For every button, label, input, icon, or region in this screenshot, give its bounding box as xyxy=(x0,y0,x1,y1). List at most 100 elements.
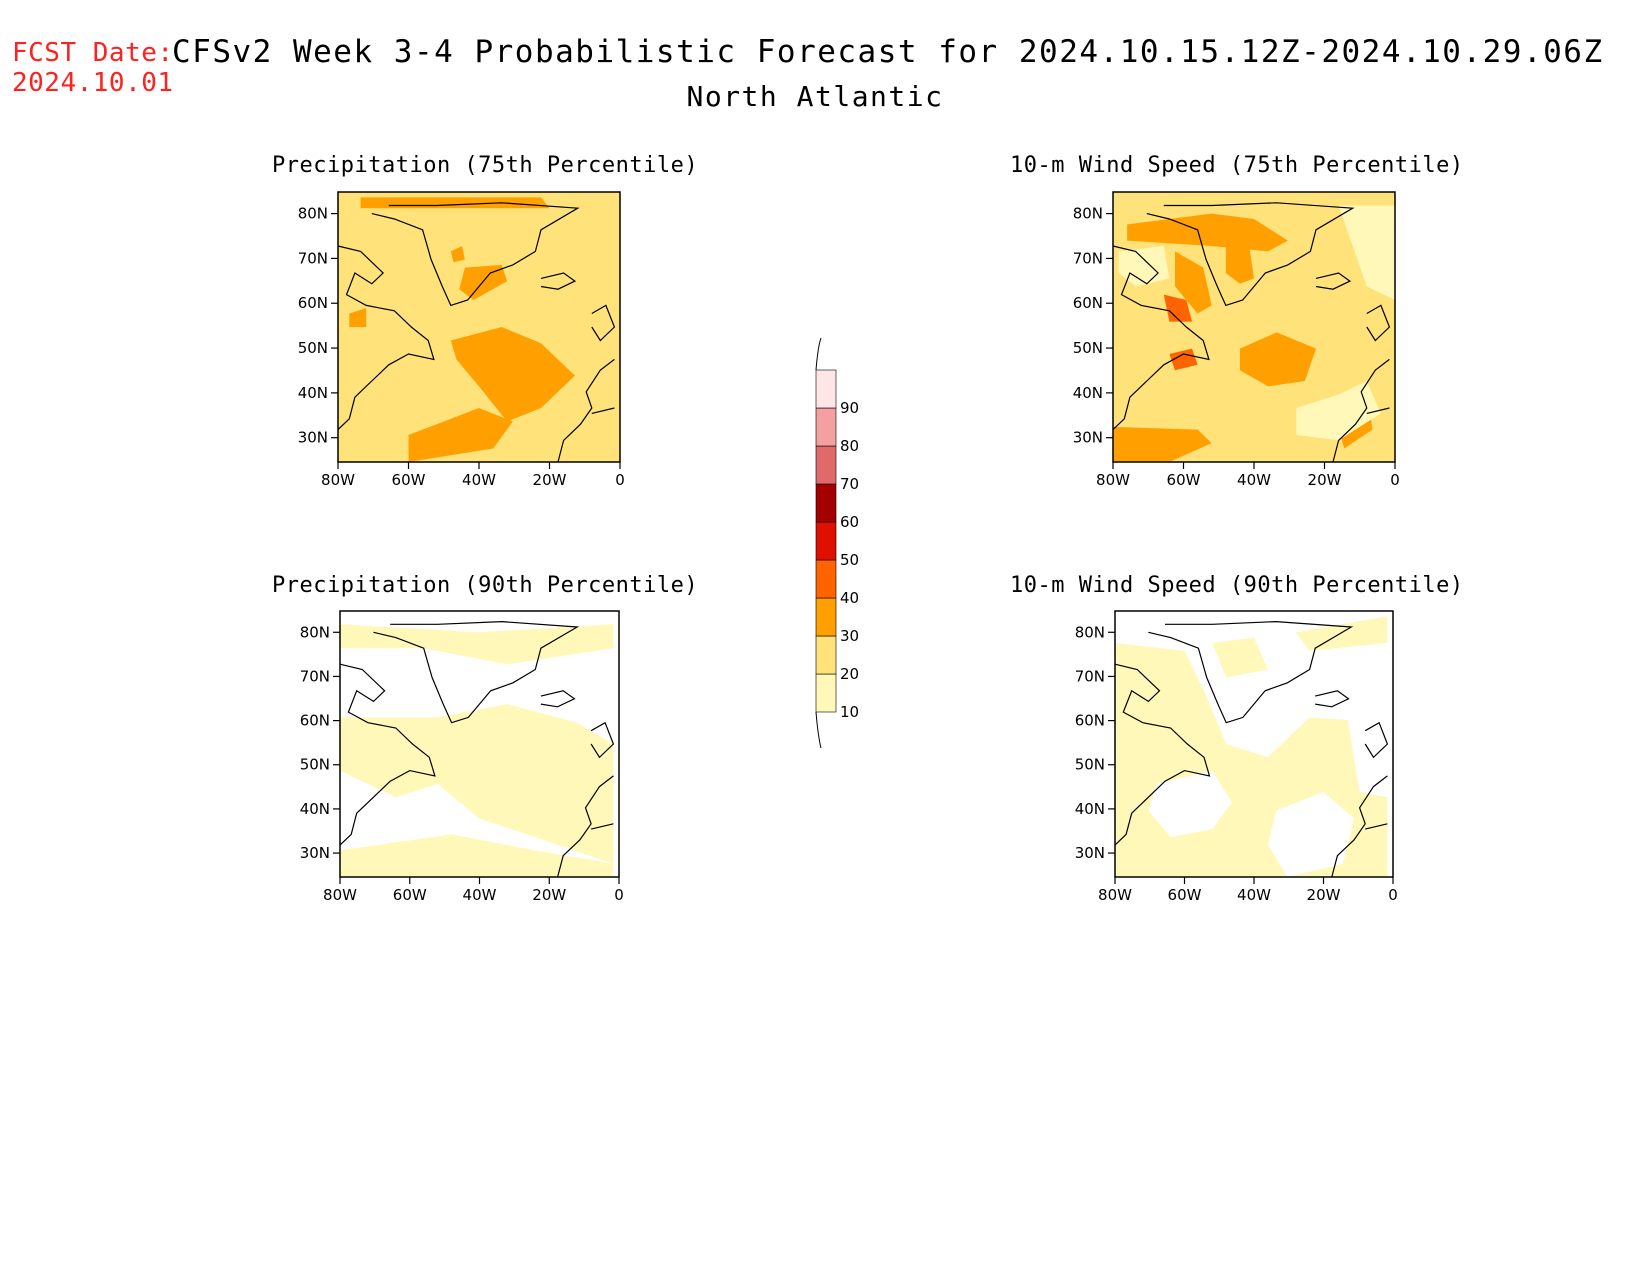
coastline xyxy=(591,407,615,414)
shaded-region xyxy=(408,408,513,462)
shaded-region xyxy=(1267,791,1355,877)
colorbar-swatch xyxy=(815,445,837,485)
shaded-region xyxy=(450,327,575,422)
lat-tick-label: 80N xyxy=(1075,623,1105,641)
lat-tick-label: 70N xyxy=(300,667,330,685)
colorbar-label: 70 xyxy=(840,475,859,493)
shaded-region xyxy=(1212,637,1268,678)
lon-tick-label: 40W xyxy=(462,471,496,489)
map-panel-precip90: 80N 70N 60N 50N 40N 30N 80W 60W 40W 20W 0 xyxy=(300,610,624,904)
lon-tick-label: 60W xyxy=(393,886,427,904)
shaded-region xyxy=(459,264,508,300)
colorbar-label: 40 xyxy=(840,589,859,607)
shaded-region xyxy=(450,246,465,263)
shaded-region xyxy=(1118,246,1170,287)
lat-tick-label: 80N xyxy=(298,205,328,223)
panel-title-wind75: 10-m Wind Speed (75th Percentile) xyxy=(1010,153,1464,178)
shaded-region xyxy=(1343,685,1388,798)
lat-tick-label: 50N xyxy=(298,339,328,357)
colorbar-label: 80 xyxy=(840,437,859,455)
colorbar-label: 60 xyxy=(840,513,859,531)
lat-tick-label: 70N xyxy=(1073,249,1103,267)
coastline xyxy=(590,823,614,830)
colorbar-swatch xyxy=(815,407,837,447)
coastline xyxy=(1315,690,1350,708)
lat-tick-label: 50N xyxy=(1073,339,1103,357)
shaded-region xyxy=(1175,251,1212,314)
coastline xyxy=(1114,663,1211,846)
fcst-date-value: 2024.10.01 xyxy=(12,68,174,98)
colorbar-label: 90 xyxy=(840,399,859,417)
lat-tick-label: 50N xyxy=(300,756,330,774)
lon-tick-label: 80W xyxy=(321,471,355,489)
shaded-region xyxy=(360,197,550,209)
coastline xyxy=(1148,620,1354,724)
coastline xyxy=(1366,304,1391,342)
coastline xyxy=(373,620,580,724)
lat-tick-label: 40N xyxy=(298,384,328,402)
shaded-region xyxy=(1296,381,1381,441)
lon-tick-label: 20W xyxy=(533,471,567,489)
lon-tick-label: 40W xyxy=(1237,471,1271,489)
map-area: 80N 70N 60N 50N 40N 30N 80W 60W 40W 20W 0 xyxy=(1075,610,1398,904)
panel-title-precip75: Precipitation (75th Percentile) xyxy=(272,153,699,178)
coastline xyxy=(1366,407,1390,414)
coastline xyxy=(1332,358,1390,463)
map-area: 80N 70N 60N 50N 40N 30N 80W 60W 40W 20W 0 xyxy=(298,191,625,489)
page-title: CFSv2 Week 3-4 Probabilistic Forecast fo… xyxy=(172,34,1604,70)
lon-tick-label: 60W xyxy=(1168,886,1202,904)
colorbar-label: 10 xyxy=(840,703,859,721)
coastline xyxy=(1112,245,1210,431)
shaded-region xyxy=(1163,294,1192,322)
lon-tick-label: 60W xyxy=(392,471,426,489)
lat-tick-label: 30N xyxy=(300,844,330,862)
coastline xyxy=(1365,823,1388,830)
shaded-region xyxy=(340,834,614,877)
lon-tick-label: 20W xyxy=(1308,471,1342,489)
coastline xyxy=(590,721,615,759)
lon-tick-label: 0 xyxy=(615,471,625,489)
lat-tick-label: 30N xyxy=(1075,844,1105,862)
colorbar-swatch xyxy=(815,635,837,675)
lon-tick-label: 20W xyxy=(1307,886,1341,904)
colorbar-swatch xyxy=(815,483,837,523)
shaded-region xyxy=(1239,332,1316,387)
colorbar-label: 30 xyxy=(840,627,859,645)
lon-tick-label: 20W xyxy=(532,886,566,904)
lat-tick-label: 30N xyxy=(298,429,328,447)
coastline xyxy=(557,775,614,878)
lon-tick-label: 40W xyxy=(463,886,497,904)
lat-tick-label: 80N xyxy=(1073,205,1103,223)
shaded-region xyxy=(1338,205,1395,300)
coastline xyxy=(1146,202,1355,307)
lat-tick-label: 70N xyxy=(1075,667,1105,685)
lon-tick-label: 80W xyxy=(323,886,357,904)
map-panel-precip75: 80N 70N 60N 50N 40N 30N 80W 60W 40W 20W 0 xyxy=(298,191,625,489)
shaded-region xyxy=(1295,616,1388,651)
shaded-region xyxy=(349,308,367,327)
colorbar-swatch xyxy=(815,597,837,637)
colorbar-swatch xyxy=(815,673,837,713)
lat-tick-label: 60N xyxy=(298,294,328,312)
coastline xyxy=(540,272,577,290)
lat-tick-label: 60N xyxy=(300,712,330,730)
shaded-region xyxy=(340,704,614,864)
shaded-region xyxy=(1148,770,1232,838)
shaded-region xyxy=(1169,348,1198,371)
lon-tick-label: 0 xyxy=(1388,886,1398,904)
coastline xyxy=(557,358,615,463)
lon-tick-label: 80W xyxy=(1096,471,1130,489)
map-panel-wind90: 80N 70N 60N 50N 40N 30N 80W 60W 40W 20W 0 xyxy=(1075,610,1398,904)
panel-title-precip90: Precipitation (90th Percentile) xyxy=(272,573,699,598)
colorbar-legend: 10 20 30 40 50 60 70 80 90 xyxy=(815,337,859,749)
coastline xyxy=(591,304,616,342)
shaded-region xyxy=(1113,426,1212,462)
lat-tick-label: 60N xyxy=(1073,294,1103,312)
lat-tick-label: 50N xyxy=(1075,756,1105,774)
lon-tick-label: 0 xyxy=(614,886,624,904)
panel-title-wind90: 10-m Wind Speed (90th Percentile) xyxy=(1010,573,1464,598)
shaded-region xyxy=(340,624,614,665)
colorbar-swatch xyxy=(815,559,837,599)
colorbar-swatch xyxy=(815,521,837,561)
shaded-region xyxy=(1225,240,1254,284)
